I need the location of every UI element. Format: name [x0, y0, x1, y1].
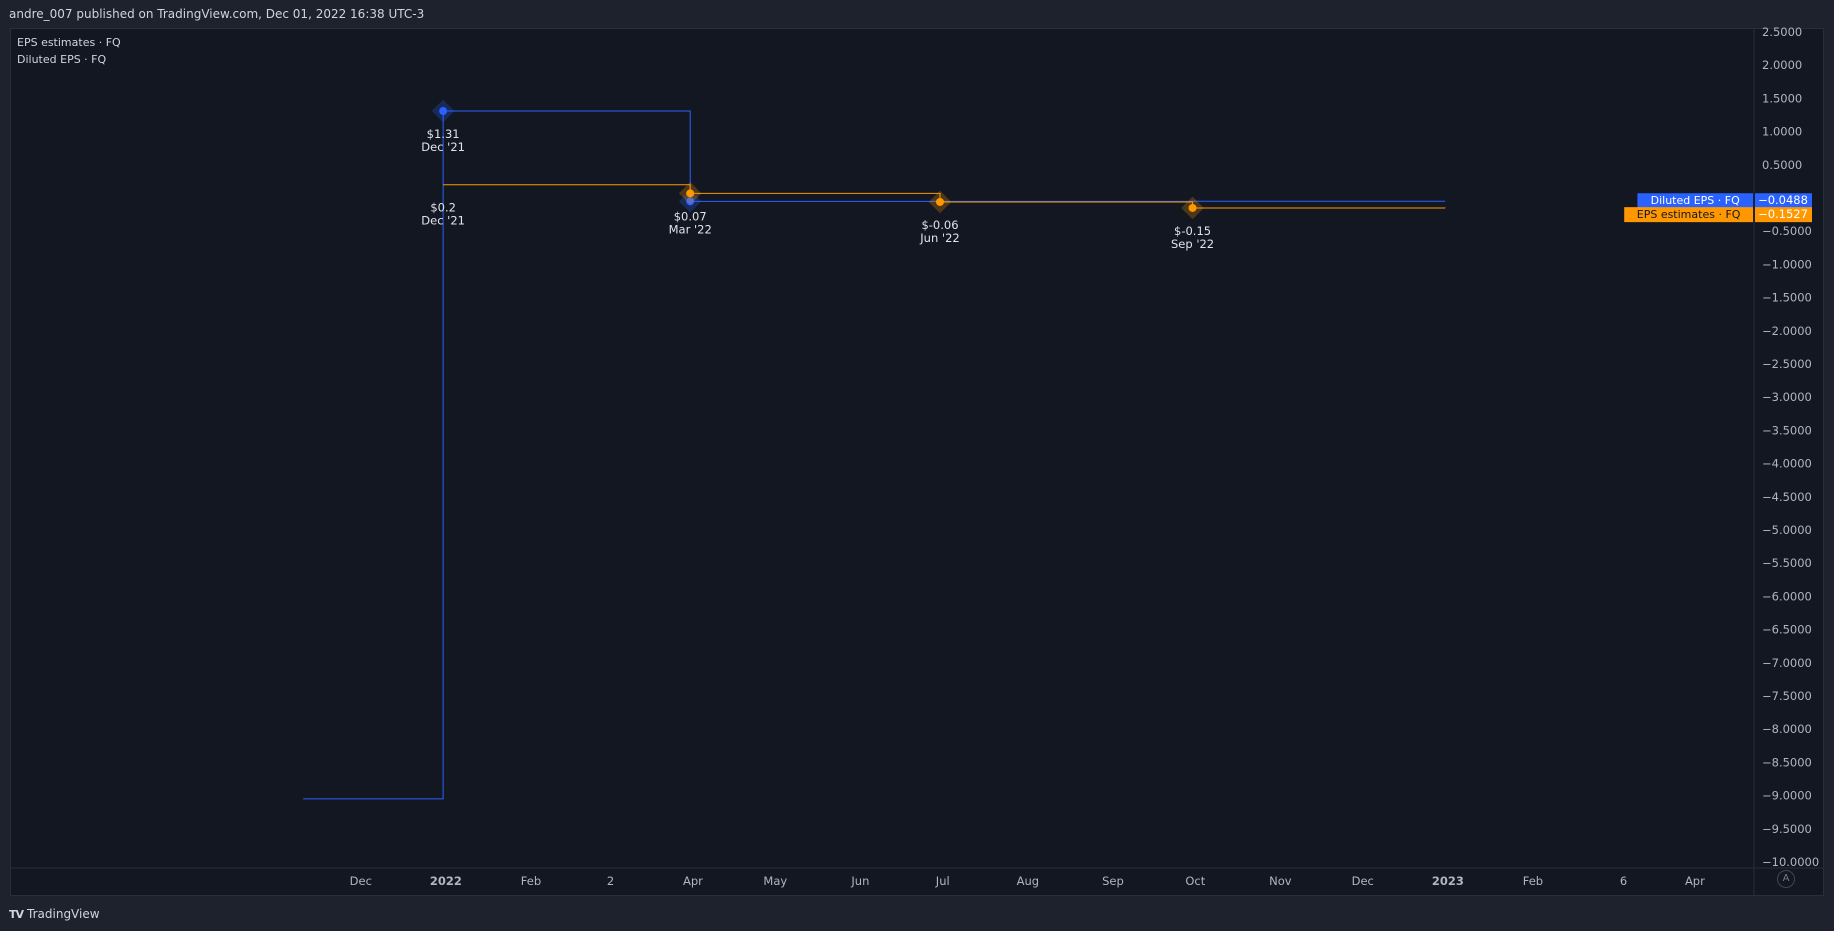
y-tick-label: −8.0000 [1762, 722, 1812, 736]
x-tick-label: 2023 [1432, 874, 1464, 888]
data-label-value: $-0.06 [921, 218, 958, 232]
x-tick-label: Jul [935, 874, 950, 888]
y-tick-label: 1.5000 [1762, 91, 1802, 105]
data-label-period: Dec '21 [421, 140, 465, 154]
published-header: andre_007 published on TradingView.com, … [0, 0, 1834, 28]
y-tick-label: −2.0000 [1762, 324, 1812, 338]
x-tick-label: Nov [1269, 874, 1292, 888]
data-label-value: $0.2 [430, 201, 456, 215]
x-tick-label: Oct [1185, 874, 1205, 888]
y-tick-label: −1.5000 [1762, 291, 1812, 305]
data-label-period: Mar '22 [669, 222, 712, 236]
y-tick-label: −3.5000 [1762, 423, 1812, 437]
legend-item-diluted-eps[interactable]: Diluted EPS · FQ [17, 53, 107, 66]
y-tick-label: −6.0000 [1762, 589, 1812, 603]
data-label-value: $-0.15 [1174, 224, 1211, 238]
x-tick-label: Apr [683, 874, 703, 888]
data-point-marker [686, 189, 695, 198]
x-tick-label: Aug [1017, 874, 1039, 888]
y-tick-label: −6.5000 [1762, 623, 1812, 637]
x-tick-label: May [763, 874, 787, 888]
tradingview-logo-text: TradingView [27, 907, 100, 921]
y-tick-label: −2.5000 [1762, 357, 1812, 371]
x-tick-label: Apr [1685, 874, 1705, 888]
y-tick-label: −5.5000 [1762, 556, 1812, 570]
tradingview-logo[interactable]: TV TradingView [9, 905, 100, 923]
auto-scale-button[interactable]: A [1777, 870, 1795, 888]
y-tick-label: −9.0000 [1762, 789, 1812, 803]
y-tick-label: 1.0000 [1762, 125, 1802, 139]
x-tick-label: 2 [607, 874, 614, 888]
data-label-value: $1.31 [427, 127, 460, 141]
data-label-value: $0.07 [674, 209, 707, 223]
y-tick-label: 2.5000 [1762, 25, 1802, 39]
y-tick-label: −7.5000 [1762, 689, 1812, 703]
tradingview-logo-icon: TV [9, 907, 24, 921]
y-tick-label: 2.0000 [1762, 58, 1802, 72]
y-tick-label: −4.5000 [1762, 490, 1812, 504]
data-point-marker [686, 197, 695, 206]
x-tick-label: Dec [350, 874, 372, 888]
x-tick-label: 2022 [430, 874, 462, 888]
x-tick-label: Feb [521, 874, 541, 888]
x-tick-label: Jun [850, 874, 869, 888]
legend-item-eps-estimates[interactable]: EPS estimates · FQ [17, 36, 121, 49]
x-tick-label: Dec [1352, 874, 1374, 888]
price-label-value: −0.0488 [1758, 193, 1808, 207]
data-label-period: Sep '22 [1171, 237, 1214, 251]
series-name-box [1637, 193, 1753, 209]
y-tick-label: −10.0000 [1762, 855, 1819, 869]
chart-legend: EPS estimates · FQ Diluted EPS · FQ [17, 34, 121, 68]
price-label-box [1755, 193, 1812, 209]
y-tick-label: 0.5000 [1762, 158, 1802, 172]
y-tick-label: −4.0000 [1762, 457, 1812, 471]
data-point-marker [936, 197, 944, 206]
y-tick-label: −0.5000 [1762, 224, 1812, 238]
y-tick-label: −5.0000 [1762, 523, 1812, 537]
x-tick-label: Feb [1523, 874, 1543, 888]
x-tick-label: 6 [1620, 874, 1627, 888]
series-step-line [303, 110, 1446, 800]
y-tick-label: −3.0000 [1762, 390, 1812, 404]
data-label-period: Dec '21 [421, 214, 465, 228]
y-tick-label: −1.0000 [1762, 257, 1812, 271]
y-tick-label: −9.5000 [1762, 822, 1812, 836]
published-text: andre_007 published on TradingView.com, … [9, 7, 425, 21]
x-tick-label: Sep [1102, 874, 1124, 888]
price-label-box [1755, 207, 1812, 223]
data-point-marker [439, 107, 448, 116]
y-tick-label: −8.5000 [1762, 755, 1812, 769]
data-point-marker [1188, 203, 1197, 212]
price-label-value: −0.1527 [1758, 207, 1808, 221]
series-name-label: EPS estimates · FQ [1637, 208, 1741, 221]
data-label-period: Jun '22 [919, 231, 959, 245]
chart-frame[interactable] [10, 28, 1824, 896]
series-name-box [1624, 207, 1753, 223]
footer-bar: TV TradingView [0, 896, 1834, 931]
series-name-label: Diluted EPS · FQ [1651, 194, 1740, 207]
y-tick-label: −7.0000 [1762, 656, 1812, 670]
